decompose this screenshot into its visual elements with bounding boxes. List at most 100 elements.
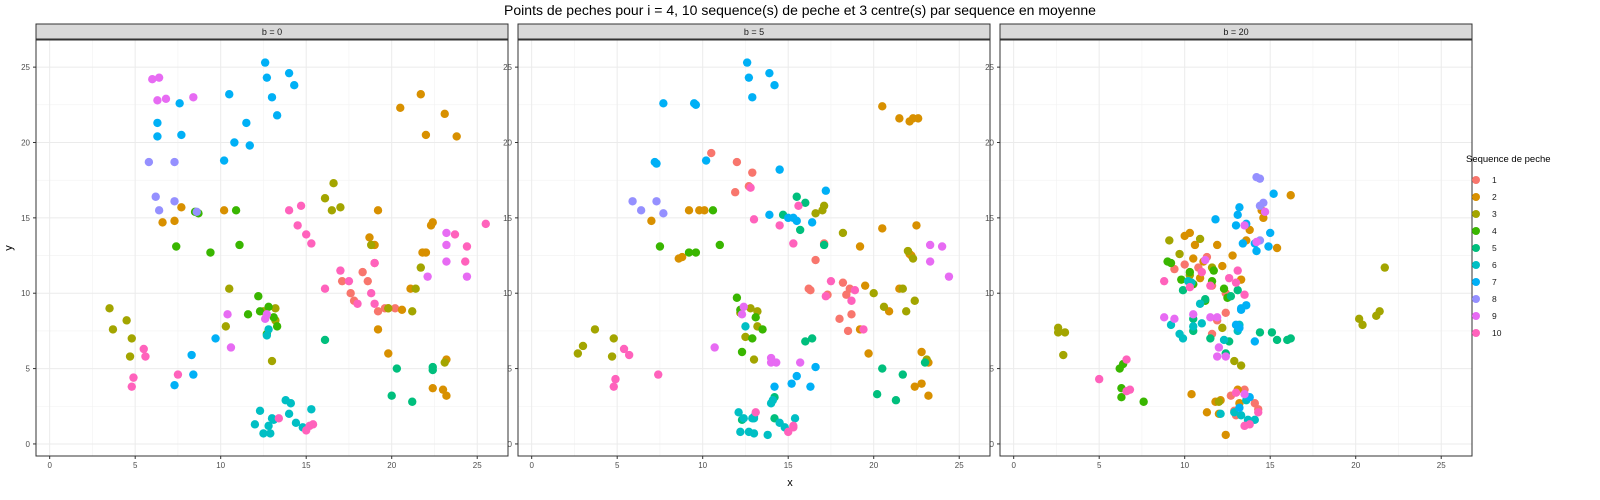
data-point-seq-10 [859, 325, 868, 334]
data-point-seq-9 [153, 96, 162, 105]
data-point-seq-3 [1218, 323, 1227, 333]
data-point-seq-5 [878, 364, 887, 373]
data-point-seq-4 [758, 325, 767, 334]
data-point-seq-3 [366, 240, 376, 250]
legend-label-1: 1 [1492, 175, 1497, 185]
y-tick-label: 20 [21, 138, 30, 147]
data-point-seq-10 [789, 239, 798, 248]
legend-key-3 [1472, 210, 1480, 218]
data-point-seq-6 [291, 418, 301, 428]
data-point-seq-3 [819, 201, 829, 210]
data-point-seq-4 [1177, 275, 1186, 284]
data-point-seq-2 [864, 349, 873, 358]
data-point-seq-10 [746, 183, 755, 192]
data-point-seq-2 [684, 206, 694, 215]
data-point-seq-3 [1214, 397, 1224, 406]
data-point-seq-3 [327, 206, 337, 215]
data-point-seq-5 [408, 397, 417, 406]
data-point-seq-1 [346, 289, 355, 298]
legend-key-8 [1472, 295, 1480, 303]
data-point-seq-2 [365, 233, 374, 242]
data-point-seq-3 [879, 302, 889, 311]
data-point-seq-9 [1201, 255, 1210, 265]
data-point-seq-2 [219, 206, 229, 215]
data-point-seq-2 [452, 132, 461, 141]
x-tick-label: 25 [473, 461, 482, 470]
data-point-seq-6 [741, 322, 750, 331]
data-point-seq-3 [609, 334, 618, 343]
data-point-seq-6 [286, 399, 296, 408]
data-point-seq-7 [1269, 189, 1278, 198]
data-point-seq-3 [1375, 307, 1384, 316]
legend-key-9 [1472, 312, 1480, 320]
y-tick-label: 5 [990, 365, 995, 374]
x-tick-label: 15 [1266, 461, 1275, 470]
data-point-seq-8 [1255, 174, 1265, 183]
data-point-seq-9 [737, 310, 747, 319]
panel-background [518, 40, 990, 456]
legend-key-1 [1472, 176, 1480, 184]
legend-label-10: 10 [1492, 328, 1502, 338]
data-point-seq-9 [1206, 313, 1215, 322]
data-point-seq-5 [795, 225, 805, 235]
data-point-seq-7 [187, 350, 196, 360]
data-point-seq-8 [659, 209, 668, 218]
data-point-seq-2 [418, 248, 427, 257]
data-point-seq-3 [1195, 234, 1205, 244]
data-point-seq-10 [794, 201, 803, 210]
data-point-seq-7 [1250, 337, 1260, 346]
data-point-seq-5 [1226, 292, 1236, 301]
data-point-seq-5 [807, 334, 817, 343]
data-point-seq-3 [607, 352, 617, 361]
data-point-seq-4 [1139, 397, 1148, 406]
data-point-seq-2 [917, 347, 926, 357]
data-point-seq-2 [1190, 240, 1200, 250]
data-point-seq-5 [891, 396, 901, 405]
data-point-seq-6 [266, 429, 275, 438]
data-point-seq-5 [801, 198, 810, 207]
data-point-seq-7 [225, 90, 234, 99]
data-point-seq-4 [206, 248, 215, 257]
data-point-seq-7 [177, 130, 186, 140]
data-point-seq-2 [1212, 240, 1222, 250]
data-point-seq-2 [917, 379, 926, 388]
legend-label-5: 5 [1492, 243, 1497, 253]
data-point-seq-10 [296, 201, 306, 210]
data-point-seq-7 [1266, 228, 1275, 238]
data-point-seq-3 [1230, 356, 1239, 366]
data-point-seq-7 [284, 68, 294, 78]
x-tick-label: 0 [47, 461, 52, 470]
facet-strip-label: b = 5 [744, 27, 764, 37]
data-point-seq-9 [1252, 237, 1261, 247]
data-point-seq-7 [267, 93, 277, 102]
data-point-seq-7 [652, 159, 661, 168]
legend-label-6: 6 [1492, 260, 1497, 270]
data-point-seq-2 [878, 224, 887, 233]
data-point-seq-6 [255, 406, 265, 415]
data-point-seq-10 [320, 284, 330, 293]
data-point-seq-8 [192, 207, 201, 217]
data-point-seq-2 [924, 391, 933, 400]
x-tick-label: 20 [387, 461, 396, 470]
y-tick-label: 10 [985, 289, 994, 298]
data-point-seq-10 [775, 221, 784, 230]
panel-border [517, 39, 991, 457]
data-point-seq-3 [1053, 328, 1063, 337]
data-point-seq-10 [850, 286, 860, 295]
data-point-seq-6 [1189, 322, 1198, 331]
data-point-seq-1 [811, 255, 820, 265]
data-point-seq-4 [243, 310, 253, 319]
data-point-seq-9 [937, 242, 947, 251]
data-point-seq-7 [765, 210, 774, 220]
legend-label-8: 8 [1492, 294, 1497, 304]
data-point-seq-9 [262, 310, 272, 319]
data-point-seq-2 [384, 349, 393, 358]
data-point-seq-7 [1252, 246, 1261, 256]
data-point-seq-1 [804, 284, 813, 293]
data-point-seq-4 [1117, 393, 1126, 402]
data-point-seq-8 [628, 197, 637, 206]
data-point-seq-2 [1187, 390, 1196, 399]
data-point-seq-9 [1170, 314, 1179, 324]
data-point-seq-10 [751, 408, 760, 417]
